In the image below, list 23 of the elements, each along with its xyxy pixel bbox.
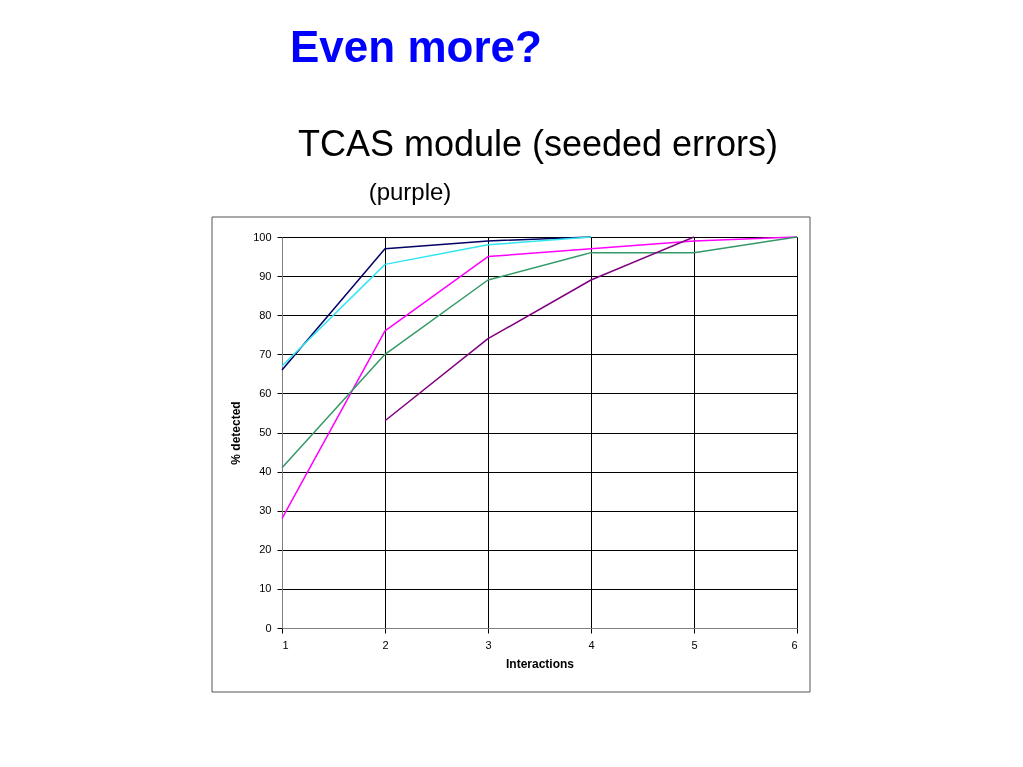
x-tick-label: 5 bbox=[691, 638, 698, 651]
y-tick-label: 80 bbox=[259, 308, 272, 321]
chart-subtitle: TCAS module (seeded errors) bbox=[297, 123, 779, 164]
x-axis-title: Interactions bbox=[505, 656, 575, 671]
text: (purple) bbox=[368, 178, 452, 205]
x-tick-label: 2 bbox=[382, 638, 389, 651]
y-tick-label: 100 bbox=[253, 230, 272, 243]
x-tick-label: 6 bbox=[791, 638, 798, 651]
y-tick-label: 50 bbox=[259, 426, 272, 438]
x-tick-label: 4 bbox=[588, 638, 595, 651]
y-tick-label: 70 bbox=[259, 347, 272, 360]
y-tick-label: 0 bbox=[265, 621, 272, 634]
y-tick-label: 20 bbox=[259, 543, 272, 556]
y-tick-label: 30 bbox=[259, 504, 272, 517]
y-tick-label: 40 bbox=[259, 465, 272, 478]
y-tick-label: 90 bbox=[259, 269, 272, 282]
y-tick-label: 10 bbox=[259, 582, 272, 595]
y-tick-label: 60 bbox=[259, 386, 272, 399]
x-tick-label: 3 bbox=[485, 638, 492, 651]
line-series bbox=[384, 236, 695, 422]
y-axis-title: % detected bbox=[229, 401, 244, 465]
chart-title: Even more? bbox=[290, 22, 542, 71]
x-tick-label: 1 bbox=[282, 638, 289, 651]
